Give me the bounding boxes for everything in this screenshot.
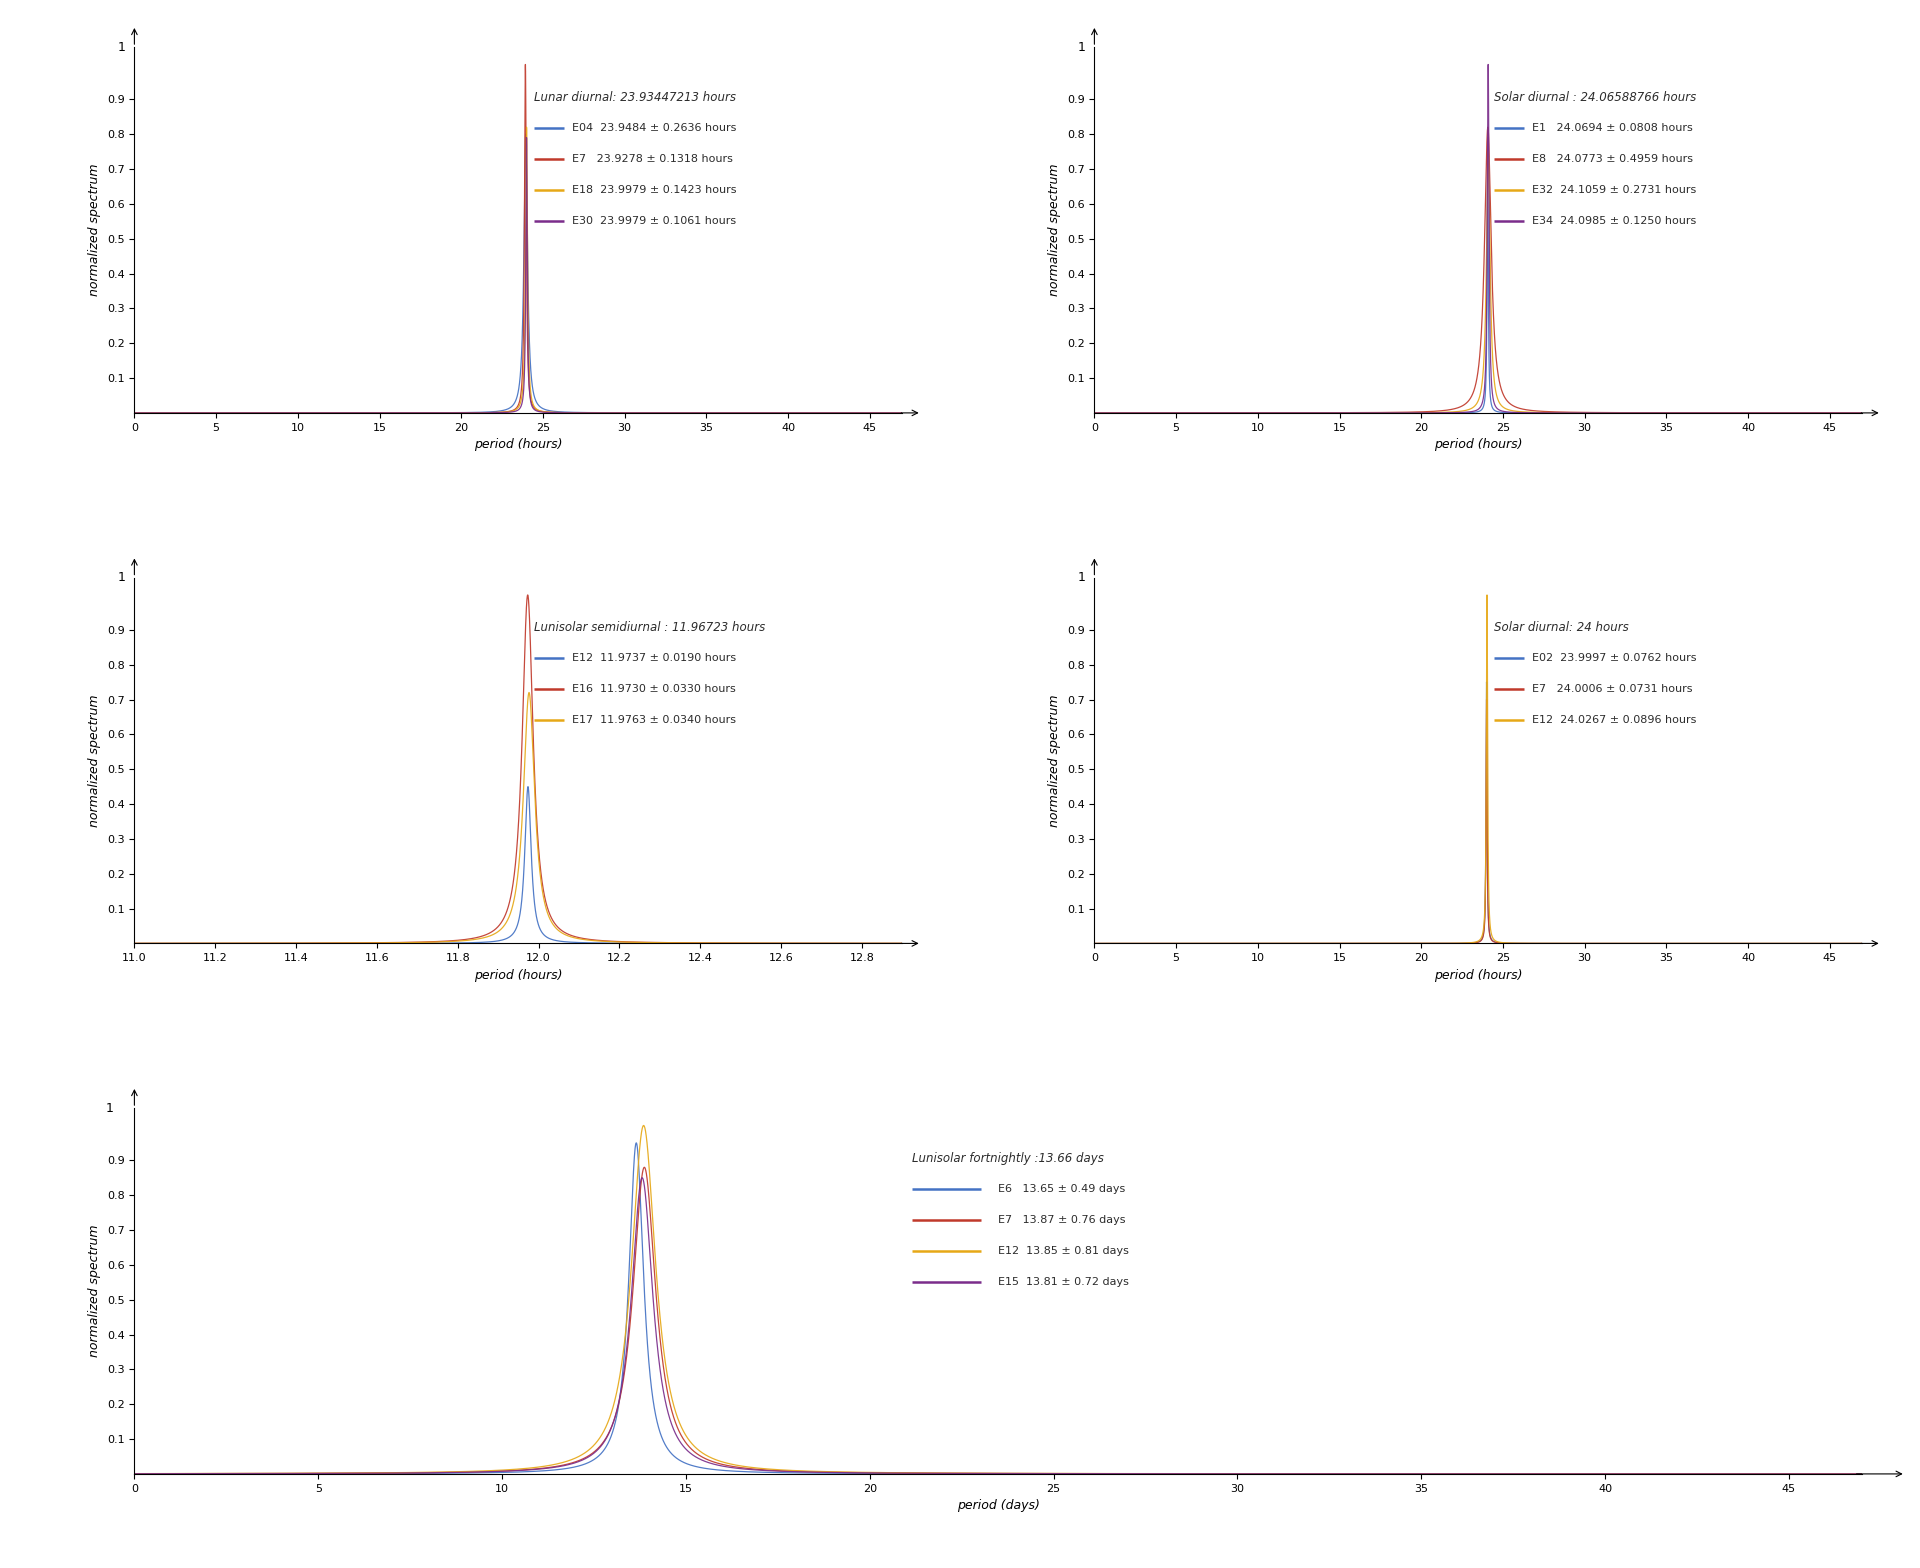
Text: E12  24.0267 ± 0.0896 hours: E12 24.0267 ± 0.0896 hours [1532, 715, 1697, 726]
X-axis label: period (days): period (days) [956, 1499, 1041, 1512]
Y-axis label: normalized spectrum: normalized spectrum [88, 163, 102, 296]
Text: E12  13.85 ± 0.81 days: E12 13.85 ± 0.81 days [998, 1245, 1129, 1256]
Text: E6   13.65 ± 0.49 days: E6 13.65 ± 0.49 days [998, 1184, 1125, 1193]
Text: 1: 1 [1077, 571, 1085, 583]
Text: E1   24.0694 ± 0.0808 hours: E1 24.0694 ± 0.0808 hours [1532, 122, 1693, 133]
Text: E7   23.9278 ± 0.1318 hours: E7 23.9278 ± 0.1318 hours [572, 154, 733, 163]
X-axis label: period (hours): period (hours) [474, 969, 563, 982]
Text: E32  24.1059 ± 0.2731 hours: E32 24.1059 ± 0.2731 hours [1532, 185, 1697, 194]
X-axis label: period (hours): period (hours) [1434, 969, 1523, 982]
Text: E16  11.9730 ± 0.0330 hours: E16 11.9730 ± 0.0330 hours [572, 684, 735, 695]
Text: E17  11.9763 ± 0.0340 hours: E17 11.9763 ± 0.0340 hours [572, 715, 735, 726]
Text: E15  13.81 ± 0.72 days: E15 13.81 ± 0.72 days [998, 1276, 1129, 1287]
X-axis label: period (hours): period (hours) [1434, 437, 1523, 452]
Text: E02  23.9997 ± 0.0762 hours: E02 23.9997 ± 0.0762 hours [1532, 652, 1697, 663]
X-axis label: period (hours): period (hours) [474, 437, 563, 452]
Text: E7   24.0006 ± 0.0731 hours: E7 24.0006 ± 0.0731 hours [1532, 684, 1693, 695]
Text: E04  23.9484 ± 0.2636 hours: E04 23.9484 ± 0.2636 hours [572, 122, 737, 133]
Text: E7   13.87 ± 0.76 days: E7 13.87 ± 0.76 days [998, 1215, 1125, 1225]
Text: E18  23.9979 ± 0.1423 hours: E18 23.9979 ± 0.1423 hours [572, 185, 737, 194]
Y-axis label: normalized spectrum: normalized spectrum [88, 695, 102, 826]
Text: 1: 1 [117, 571, 125, 583]
Text: Solar diurnal : 24.06588766 hours: Solar diurnal : 24.06588766 hours [1494, 91, 1695, 103]
Text: Lunar diurnal: 23.93447213 hours: Lunar diurnal: 23.93447213 hours [534, 91, 735, 103]
Text: E12  11.9737 ± 0.0190 hours: E12 11.9737 ± 0.0190 hours [572, 652, 735, 663]
Text: 1: 1 [1077, 41, 1085, 53]
Text: E8   24.0773 ± 0.4959 hours: E8 24.0773 ± 0.4959 hours [1532, 154, 1693, 163]
Text: 1: 1 [106, 1102, 113, 1115]
Text: Lunisolar semidiurnal : 11.96723 hours: Lunisolar semidiurnal : 11.96723 hours [534, 621, 764, 635]
Y-axis label: normalized spectrum: normalized spectrum [1048, 163, 1062, 296]
Text: E30  23.9979 ± 0.1061 hours: E30 23.9979 ± 0.1061 hours [572, 216, 735, 226]
Text: 1: 1 [117, 41, 125, 53]
Y-axis label: normalized spectrum: normalized spectrum [88, 1225, 102, 1358]
Text: Lunisolar fortnightly :13.66 days: Lunisolar fortnightly :13.66 days [912, 1152, 1104, 1165]
Text: E34  24.0985 ± 0.1250 hours: E34 24.0985 ± 0.1250 hours [1532, 216, 1697, 226]
Text: Solar diurnal: 24 hours: Solar diurnal: 24 hours [1494, 621, 1628, 635]
Y-axis label: normalized spectrum: normalized spectrum [1048, 695, 1062, 826]
